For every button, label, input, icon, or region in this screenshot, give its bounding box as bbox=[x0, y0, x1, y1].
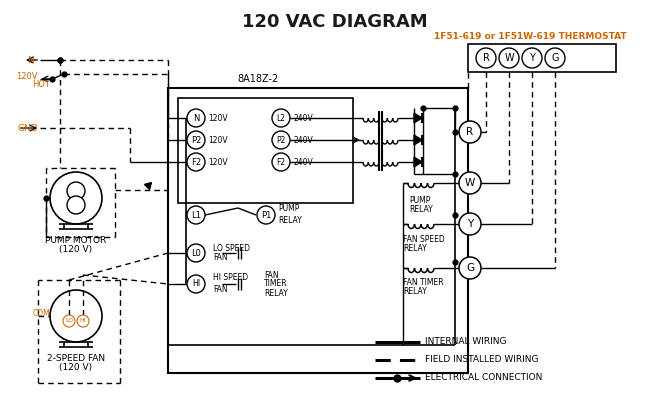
Text: L2: L2 bbox=[277, 114, 285, 122]
Text: P2: P2 bbox=[276, 135, 285, 145]
Circle shape bbox=[499, 48, 519, 68]
Text: G: G bbox=[466, 263, 474, 273]
Circle shape bbox=[187, 153, 205, 171]
Text: R: R bbox=[482, 53, 490, 63]
Text: 240V: 240V bbox=[293, 114, 313, 122]
Circle shape bbox=[459, 257, 481, 279]
Text: HI SPEED: HI SPEED bbox=[213, 274, 248, 282]
Text: HI: HI bbox=[80, 318, 86, 323]
Text: 2-SPEED FAN: 2-SPEED FAN bbox=[47, 354, 105, 363]
Text: 120V: 120V bbox=[208, 158, 228, 166]
Circle shape bbox=[50, 172, 102, 224]
Circle shape bbox=[272, 153, 290, 171]
Text: 120V: 120V bbox=[16, 72, 38, 80]
Text: 240V: 240V bbox=[293, 158, 313, 166]
Text: W: W bbox=[505, 53, 514, 63]
Text: PUMP MOTOR: PUMP MOTOR bbox=[46, 236, 107, 245]
Text: 120V: 120V bbox=[208, 114, 228, 122]
Circle shape bbox=[545, 48, 565, 68]
Circle shape bbox=[50, 290, 102, 342]
Polygon shape bbox=[414, 113, 422, 123]
Text: FAN: FAN bbox=[213, 285, 228, 293]
Text: N: N bbox=[27, 55, 34, 65]
Circle shape bbox=[257, 206, 275, 224]
Circle shape bbox=[459, 172, 481, 194]
Text: Y: Y bbox=[467, 219, 473, 229]
Circle shape bbox=[522, 48, 542, 68]
Text: FAN TIMER: FAN TIMER bbox=[403, 278, 444, 287]
Circle shape bbox=[187, 109, 205, 127]
Text: (120 V): (120 V) bbox=[60, 363, 92, 372]
Text: RELAY: RELAY bbox=[403, 244, 427, 253]
Text: (120 V): (120 V) bbox=[60, 245, 92, 254]
Text: FIELD INSTALLED WIRING: FIELD INSTALLED WIRING bbox=[425, 355, 539, 365]
Bar bbox=[168, 88, 468, 373]
Text: P1: P1 bbox=[261, 210, 271, 220]
Text: FAN: FAN bbox=[264, 271, 279, 279]
Text: RELAY: RELAY bbox=[264, 289, 287, 297]
Text: FAN SPEED: FAN SPEED bbox=[403, 235, 445, 244]
Text: F2: F2 bbox=[191, 158, 201, 166]
Text: ELECTRICAL CONNECTION: ELECTRICAL CONNECTION bbox=[425, 373, 543, 383]
Bar bbox=[178, 98, 353, 203]
Text: GND: GND bbox=[18, 124, 39, 132]
Text: 120 VAC DIAGRAM: 120 VAC DIAGRAM bbox=[242, 13, 428, 31]
Text: R: R bbox=[466, 127, 474, 137]
Circle shape bbox=[187, 206, 205, 224]
Circle shape bbox=[77, 315, 89, 327]
Polygon shape bbox=[414, 157, 422, 167]
Bar bbox=[468, 44, 616, 72]
Text: W: W bbox=[465, 178, 475, 188]
Polygon shape bbox=[414, 135, 422, 145]
Text: TIMER: TIMER bbox=[264, 279, 287, 289]
Text: L0: L0 bbox=[191, 248, 201, 258]
Circle shape bbox=[272, 109, 290, 127]
Text: F2: F2 bbox=[277, 158, 285, 166]
Text: PUMP: PUMP bbox=[278, 204, 299, 212]
Circle shape bbox=[476, 48, 496, 68]
Text: RELAY: RELAY bbox=[403, 287, 427, 296]
Text: 240V: 240V bbox=[293, 135, 313, 145]
Text: RELAY: RELAY bbox=[409, 205, 433, 214]
Text: 8A18Z-2: 8A18Z-2 bbox=[237, 74, 279, 84]
Circle shape bbox=[459, 121, 481, 143]
Circle shape bbox=[67, 196, 85, 214]
Text: INTERNAL WIRING: INTERNAL WIRING bbox=[425, 337, 507, 347]
Text: FAN: FAN bbox=[213, 253, 228, 262]
Circle shape bbox=[187, 131, 205, 149]
Text: G: G bbox=[551, 53, 559, 63]
Circle shape bbox=[63, 315, 75, 327]
Text: N: N bbox=[193, 114, 199, 122]
Text: COM: COM bbox=[32, 308, 50, 318]
Text: 1F51-619 or 1F51W-619 THERMOSTAT: 1F51-619 or 1F51W-619 THERMOSTAT bbox=[433, 31, 626, 41]
Circle shape bbox=[67, 182, 85, 200]
Text: P2: P2 bbox=[191, 135, 201, 145]
Circle shape bbox=[272, 131, 290, 149]
Text: 120V: 120V bbox=[208, 135, 228, 145]
Circle shape bbox=[187, 275, 205, 293]
Text: HI: HI bbox=[192, 279, 200, 289]
Text: PUMP: PUMP bbox=[409, 196, 430, 205]
Text: RELAY: RELAY bbox=[278, 215, 302, 225]
Text: L1: L1 bbox=[191, 210, 201, 220]
Text: LO: LO bbox=[65, 318, 73, 323]
Circle shape bbox=[459, 213, 481, 235]
Text: LO SPEED: LO SPEED bbox=[213, 243, 250, 253]
Text: HOT: HOT bbox=[32, 80, 50, 88]
Text: Y: Y bbox=[529, 53, 535, 63]
Circle shape bbox=[187, 244, 205, 262]
